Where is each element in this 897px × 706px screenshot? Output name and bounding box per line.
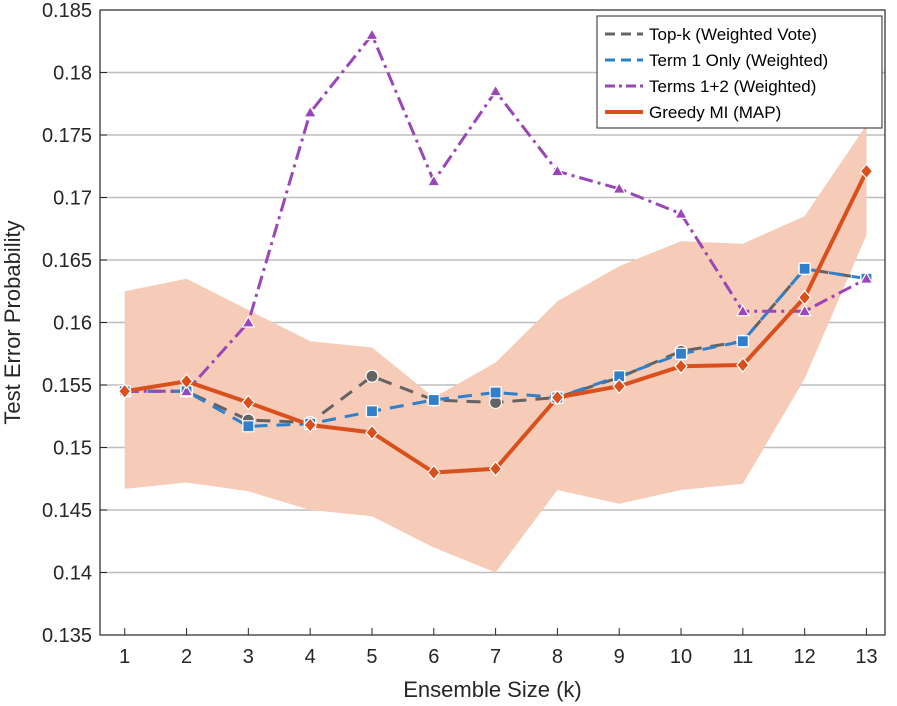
x-tick-label-8: 9 [614, 646, 625, 668]
point-term-1-only-weighted-7 [489, 386, 502, 399]
y-tick-label-10: 0.185 [42, 0, 92, 22]
x-tick-label-2: 3 [243, 646, 254, 668]
y-tick-label-4: 0.155 [42, 375, 92, 397]
point-terms-1-2-weighted-12 [797, 304, 812, 317]
point-terms-1-2-weighted-4 [303, 105, 318, 118]
x-axis-ticks: 1 2 3 4 5 6 7 8 9 10 11 12 13 [119, 628, 878, 668]
point-terms-1-2-weighted-13 [859, 271, 874, 284]
point-greedy-mi-map-10 [674, 358, 688, 375]
y-tick-label-8: 0.175 [42, 125, 92, 147]
point-greedy-mi-map-8 [550, 389, 565, 406]
point-terms-1-2-weighted-7 [488, 84, 503, 97]
point-greedy-mi-map-6 [426, 464, 441, 481]
point-terms-1-2-weighted-2 [179, 384, 194, 397]
greedy-mi-variability-band [124, 125, 867, 573]
point-greedy-mi-map-2 [179, 373, 194, 390]
x-tick-label-9: 10 [670, 646, 692, 668]
point-term-1-only-weighted-12 [798, 262, 811, 275]
x-tick-label-3: 4 [305, 646, 316, 668]
x-tick-label-6: 7 [490, 646, 501, 668]
x-tick-label-1: 2 [181, 646, 192, 668]
point-greedy-mi-map-1 [117, 383, 132, 400]
legend-box [596, 15, 883, 129]
y-tick-label-2: 0.145 [42, 500, 92, 522]
y-tick-label-6: 0.165 [42, 250, 92, 272]
point-term-1-only-weighted-11 [736, 335, 749, 348]
y-tick-label-3: 0.15 [53, 438, 92, 460]
point-greedy-mi-map-11 [736, 357, 750, 373]
x-tick-label-10: 11 [732, 646, 753, 668]
y-tick-label-9: 0.18 [53, 63, 92, 85]
point-term-1-only-weighted-6 [427, 393, 440, 407]
point-greedy-mi-map-5 [365, 424, 379, 441]
point-term-1-only-weighted-3 [242, 420, 255, 433]
point-terms-1-2-weighted-3 [241, 315, 256, 328]
point-greedy-mi-map-4 [303, 417, 317, 433]
x-tick-label-11: 12 [794, 646, 816, 668]
legend-label-term-1-only-weighted: Term 1 Only (Weighted) [649, 51, 828, 70]
point-greedy-mi-map-3 [241, 394, 256, 411]
point-terms-1-2-weighted-11 [735, 304, 750, 317]
point-top-k-weighted-vote-5 [365, 369, 379, 383]
y-tick-label-7: 0.17 [53, 188, 92, 210]
y-tick-label-5: 0.16 [53, 313, 92, 335]
legend-label-greedy-mi-map: Greedy MI (MAP) [649, 103, 781, 122]
y-axis-label: Test Error Probability [0, 220, 25, 424]
point-terms-1-2-weighted-8 [550, 164, 565, 177]
y-tick-label-1: 0.14 [53, 563, 92, 585]
point-greedy-mi-map-7 [488, 460, 503, 477]
point-terms-1-2-weighted-5 [364, 27, 380, 41]
x-tick-label-4: 5 [366, 646, 377, 668]
series-markers [117, 27, 874, 481]
point-greedy-mi-map-9 [612, 378, 627, 395]
x-tick-label-12: 13 [855, 646, 877, 668]
legend-label-top-k-weighted-vote: Top-k (Weighted Vote) [649, 25, 817, 44]
x-tick-label-0: 1 [119, 646, 130, 668]
x-axis-label: Ensemble Size (k) [403, 677, 582, 702]
legend-label-terms-1-2-weighted: Terms 1+2 (Weighted) [649, 77, 816, 96]
point-greedy-mi-map-13 [859, 163, 874, 180]
point-greedy-mi-map-12 [797, 289, 812, 306]
point-terms-1-2-weighted-6 [426, 174, 441, 187]
point-terms-1-2-weighted-9 [612, 181, 627, 194]
y-axis-ticks: 0.135 0.14 0.145 0.15 0.155 0.16 0.165 0.17 0.17… [42, 0, 107, 647]
point-terms-1-2-weighted-10 [673, 206, 689, 219]
x-tick-label-5: 6 [428, 646, 439, 668]
point-term-1-only-weighted-10 [674, 347, 688, 360]
legend: Top-k (Weighted Vote) Term 1 Only (Weight… [596, 15, 883, 129]
point-term-1-only-weighted-5 [365, 405, 379, 418]
x-tick-label-7: 8 [552, 646, 563, 668]
y-tick-label-0: 0.135 [42, 625, 92, 647]
